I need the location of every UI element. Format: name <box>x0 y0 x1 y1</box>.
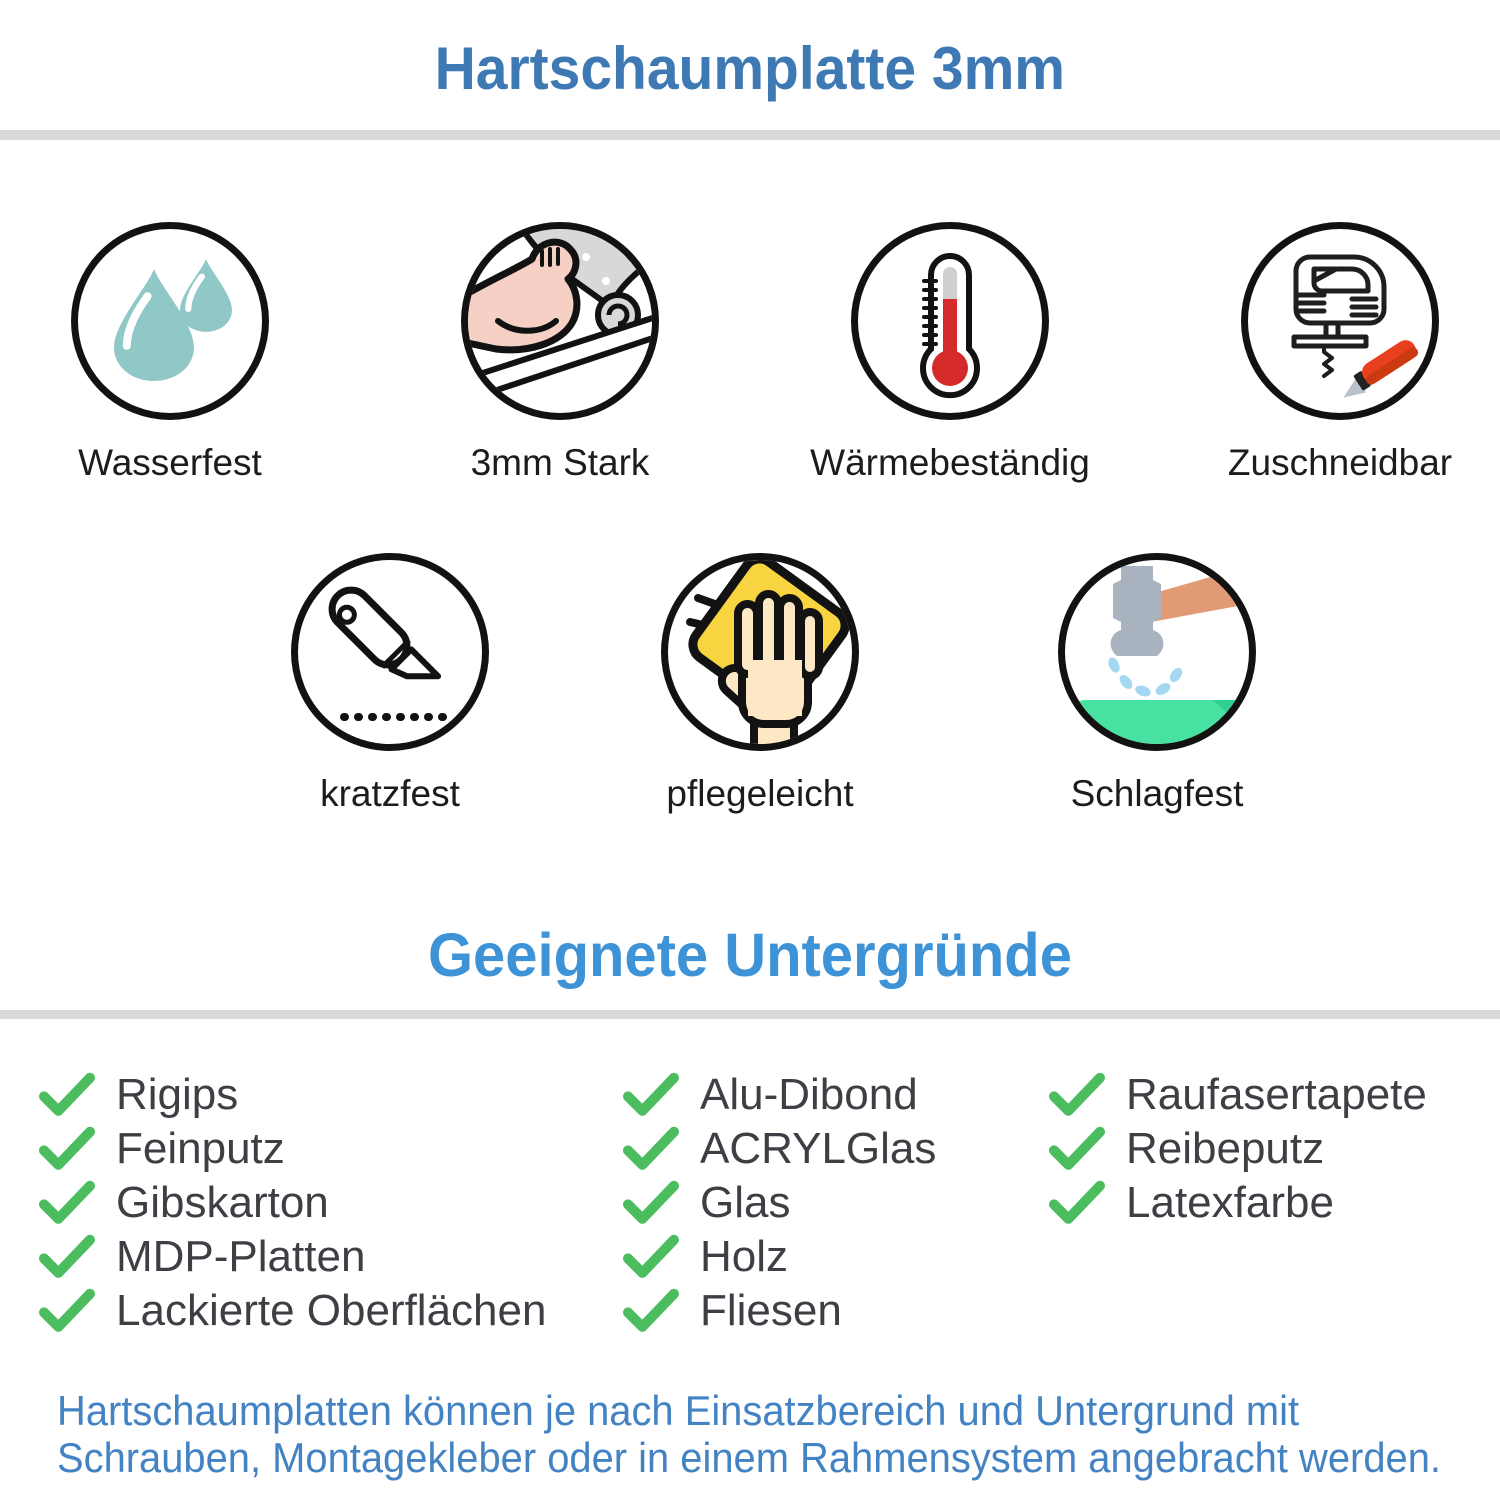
check-icon <box>622 1180 680 1224</box>
list-item: Glas <box>622 1176 936 1230</box>
page-title: Hartschaumplatte 3mm <box>434 35 1066 102</box>
substrate-column-1: Rigips Feinputz Gibskarton MDP-Platten L… <box>38 1068 546 1338</box>
list-item: MDP-Platten <box>38 1230 546 1284</box>
check-icon <box>1048 1180 1106 1224</box>
list-item: Holz <box>622 1230 936 1284</box>
check-icon <box>38 1126 96 1170</box>
list-item: Gibskarton <box>38 1176 546 1230</box>
section-title-untergruende: Geeignete Untergründe <box>427 921 1072 989</box>
substrate-column-2: Alu-Dibond ACRYLGlas Glas Holz Fliesen <box>622 1068 936 1338</box>
feature-label: Schlagfest <box>1070 773 1244 814</box>
utility-knife-icon <box>291 553 489 751</box>
thermometer-icon <box>851 222 1049 420</box>
list-item: Fliesen <box>622 1284 936 1338</box>
feature-3mm-stark: 3mm Stark <box>410 222 710 484</box>
list-item: Lackierte Oberflächen <box>38 1284 546 1338</box>
water-drops-icon <box>71 222 269 420</box>
feature-pflegeleicht: pflegeleicht <box>610 553 910 815</box>
divider-middle <box>0 1010 1500 1019</box>
divider-top <box>0 130 1500 140</box>
check-icon <box>622 1072 680 1116</box>
check-icon <box>38 1072 96 1116</box>
check-icon <box>1048 1072 1106 1116</box>
footer-note-line: Schrauben, Montagekleber oder in einem R… <box>57 1434 1442 1481</box>
flexed-arm-board-icon <box>461 222 659 420</box>
feature-label: 3mm Stark <box>470 442 650 483</box>
feature-zuschneidbar: Zuschneidbar <box>1190 222 1490 484</box>
feature-label: Wasserfest <box>78 442 262 483</box>
feature-label: kratzfest <box>320 773 460 814</box>
check-icon <box>38 1234 96 1278</box>
feature-waermebestaendig: Wärmebeständig <box>800 222 1100 484</box>
list-item: Raufasertapete <box>1048 1068 1427 1122</box>
list-item: Feinputz <box>38 1122 546 1176</box>
check-icon <box>38 1180 96 1224</box>
list-item: Rigips <box>38 1068 546 1122</box>
feature-kratzfest: kratzfest <box>240 553 540 815</box>
wiping-hand-icon <box>661 553 859 751</box>
feature-label: pflegeleicht <box>666 773 854 814</box>
check-icon <box>622 1234 680 1278</box>
check-icon <box>622 1288 680 1332</box>
jigsaw-cutter-icon <box>1241 222 1439 420</box>
footer-note-line: Hartschaumplatten können je nach Einsatz… <box>57 1387 1300 1434</box>
list-item: Alu-Dibond <box>622 1068 936 1122</box>
list-item: Latexfarbe <box>1048 1176 1427 1230</box>
feature-label: Zuschneidbar <box>1227 442 1453 483</box>
hammer-impact-icon <box>1058 553 1256 751</box>
footer-note: Hartschaumplatten können je nach Einsatz… <box>57 1387 1500 1481</box>
feature-wasserfest: Wasserfest <box>20 222 320 484</box>
feature-schlagfest: Schlagfest <box>1007 553 1307 815</box>
list-item: ACRYLGlas <box>622 1122 936 1176</box>
check-icon <box>1048 1126 1106 1170</box>
list-item: Reibeputz <box>1048 1122 1427 1176</box>
check-icon <box>622 1126 680 1170</box>
substrate-column-3: Raufasertapete Reibeputz Latexfarbe <box>1048 1068 1427 1230</box>
check-icon <box>38 1288 96 1332</box>
feature-label: Wärmebeständig <box>810 442 1090 483</box>
